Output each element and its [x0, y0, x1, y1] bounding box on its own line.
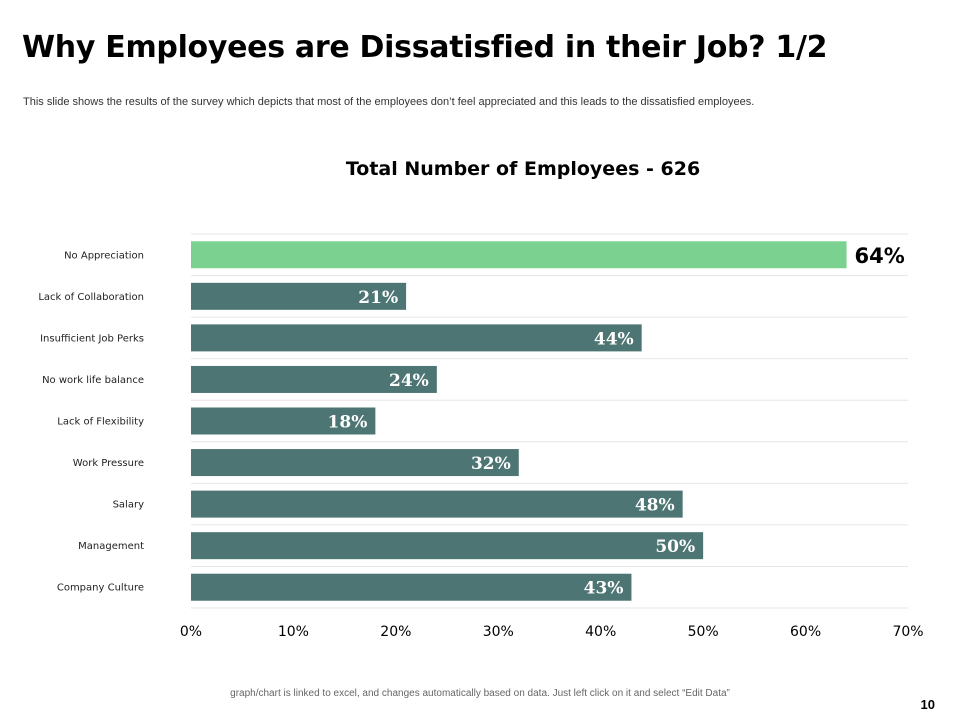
- category-label: Lack of Collaboration: [38, 292, 144, 303]
- x-tick-label: 60%: [790, 624, 821, 640]
- category-label: Company Culture: [57, 583, 144, 594]
- data-label: 50%: [655, 537, 695, 557]
- bar: [191, 282, 407, 310]
- category-label: Insufficient Job Perks: [40, 333, 144, 344]
- x-tick-label: 40%: [585, 624, 616, 640]
- bar: [191, 407, 376, 435]
- category-label: Work Pressure: [73, 458, 144, 469]
- bar: [191, 365, 437, 393]
- category-label: No Appreciation: [64, 250, 144, 261]
- category-label: No work life balance: [42, 375, 144, 386]
- bar: [191, 449, 519, 477]
- x-tick-label: 30%: [483, 624, 514, 640]
- x-tick-label: 10%: [278, 624, 309, 640]
- category-label: Salary: [113, 500, 144, 511]
- x-tick-label: 70%: [892, 624, 923, 640]
- x-tick-label: 20%: [380, 624, 411, 640]
- page-number: 10: [920, 697, 935, 712]
- category-label: Management: [78, 541, 144, 552]
- data-label: 43%: [584, 579, 624, 599]
- category-label: Lack of Flexibility: [57, 417, 144, 428]
- footer-note: graph/chart is linked to excel, and chan…: [230, 688, 730, 699]
- bar-highlight: [191, 241, 847, 269]
- data-label: 32%: [471, 454, 511, 474]
- x-tick-label: 0%: [180, 624, 202, 640]
- x-tick-label: 50%: [688, 624, 719, 640]
- chart-title: Total Number of Employees - 626: [345, 158, 701, 180]
- data-label: 24%: [389, 371, 429, 391]
- bar: [191, 490, 683, 518]
- data-label: 64%: [855, 244, 905, 268]
- slide-subtitle: This slide shows the results of the surv…: [23, 96, 755, 108]
- bar: [191, 324, 642, 352]
- data-label: 21%: [358, 288, 398, 308]
- data-label: 18%: [328, 413, 368, 433]
- slide-title: Why Employees are Dissatisfied in their …: [22, 30, 828, 65]
- bar: [191, 573, 632, 601]
- bar: [191, 532, 704, 560]
- data-label: 48%: [635, 496, 675, 516]
- data-label: 44%: [594, 329, 634, 349]
